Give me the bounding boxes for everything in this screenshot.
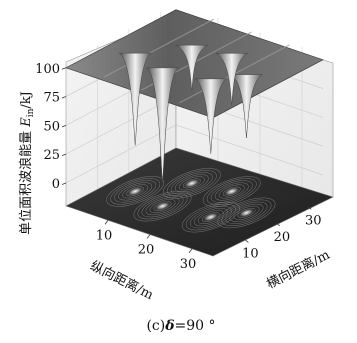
surface-ridge: [103, 18, 215, 78]
x-axis-ticks: 10 20 30: [96, 220, 197, 272]
surface-trough: [119, 52, 152, 146]
z-axis-label: 单位面积波浪能量 Ein/kJ: [19, 91, 36, 235]
contour-line: [137, 192, 188, 220]
contour-lines: [106, 168, 276, 233]
wall-gridline: [65, 124, 324, 184]
contour-line: [233, 205, 260, 220]
y-tick-mark: [275, 222, 281, 227]
caption-prefix: (c): [146, 318, 165, 334]
contour-peak: [223, 186, 241, 197]
x-tick-label: 30: [180, 257, 197, 272]
contour-line: [122, 184, 149, 199]
x-tick-mark: [188, 248, 193, 254]
z-tick-mark: [61, 153, 67, 157]
floor-plane: [65, 147, 334, 257]
floor-contour: [65, 147, 334, 257]
z-tick-label: 50: [43, 119, 60, 134]
y-tick-label: 30: [305, 213, 322, 228]
x-tick-mark: [146, 234, 151, 239]
z-axis-label-unit: /kJ: [19, 91, 34, 108]
contour-line: [210, 180, 253, 203]
contour-line: [218, 184, 245, 199]
contour-line: [217, 197, 276, 229]
contour-line: [202, 176, 261, 207]
contour-line: [149, 199, 176, 214]
z-tick-label: 0: [52, 177, 60, 192]
y-axis-ticks: 10 20 30: [242, 205, 322, 261]
x-tick-label: 10: [96, 228, 113, 243]
z-axis-label-sub: in: [26, 108, 36, 117]
surface-trough: [215, 52, 248, 106]
contour-line: [221, 199, 272, 227]
contour-line: [106, 176, 165, 207]
surface-trough: [146, 67, 179, 184]
z-tick-label: 75: [43, 91, 60, 106]
contour-line: [114, 180, 157, 203]
z-tick-mark: [61, 124, 67, 128]
contour-line: [166, 170, 217, 197]
contour-line: [174, 174, 209, 193]
contour-peak: [202, 212, 220, 222]
z-tick-label: 100: [35, 62, 60, 77]
contour-peak: [126, 186, 144, 197]
y-tick-mark: [307, 205, 312, 210]
contour-line: [118, 182, 153, 201]
y-axis-label: 横向距离/m: [264, 247, 332, 292]
y-tick-label: 20: [274, 230, 291, 245]
contour-line: [162, 168, 221, 199]
z-tick-mark: [61, 67, 67, 70]
contour-peak: [237, 207, 256, 218]
contour-peak: [153, 201, 172, 211]
x-tick-label: 20: [138, 243, 155, 258]
x-tick-mark: [104, 220, 109, 225]
y-tick-mark: [244, 239, 249, 243]
contour-line: [225, 201, 268, 224]
y-tick-label: 10: [242, 246, 259, 261]
surface-trough: [175, 44, 208, 92]
contour-line: [110, 178, 161, 205]
energy-surface: [65, 9, 324, 184]
figure-caption: (c)δ=90 °: [146, 318, 215, 334]
contour-line: [178, 176, 205, 191]
z-tick-mark: [61, 96, 67, 99]
contour-line: [141, 195, 184, 218]
z-tick-mark: [61, 182, 67, 185]
z-tick-label: 25: [43, 148, 60, 163]
z-axis-label-main: 单位面积波浪能量: [19, 127, 34, 235]
contour-peak: [183, 178, 201, 189]
contour-line: [214, 182, 249, 201]
caption-symbol: δ: [164, 318, 174, 334]
contour-line: [145, 197, 180, 216]
contour-line: [185, 203, 236, 231]
z-axis-label-symbol: E: [19, 117, 34, 128]
contour-line: [189, 205, 232, 229]
contour-line: [170, 172, 213, 195]
surface-trough: [230, 74, 263, 138]
caption-value: =90 °: [175, 318, 216, 334]
contour-line: [206, 178, 257, 205]
contour-line: [193, 208, 228, 227]
surface-trough: [194, 78, 227, 154]
z-axis-ticks: 0 25 50 75 100: [35, 62, 67, 192]
contour-line: [229, 203, 264, 222]
x-axis-label: 纵向距离/m: [88, 258, 156, 303]
